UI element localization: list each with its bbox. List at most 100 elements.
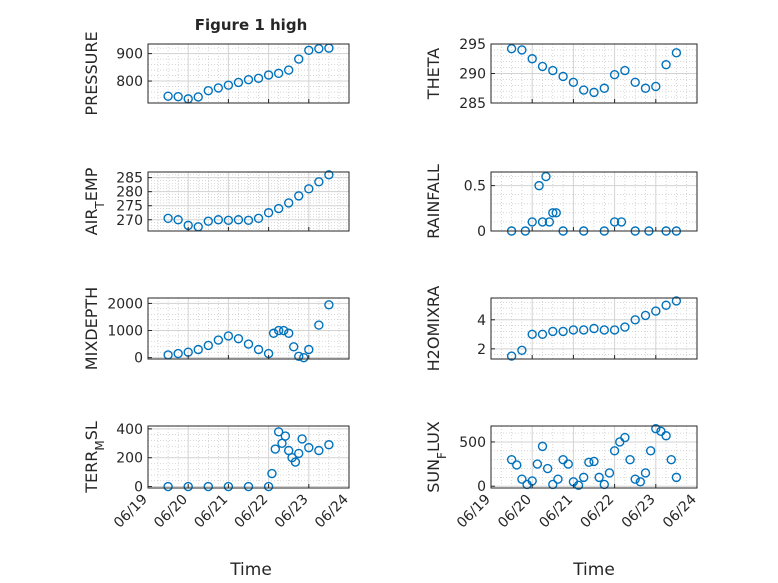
- data-point: [594, 472, 604, 483]
- data-point: [243, 215, 254, 226]
- data-point: [609, 217, 620, 227]
- data-point: [599, 83, 609, 93]
- data-point: [532, 459, 543, 469]
- series-markers: [506, 296, 682, 361]
- data-point: [568, 77, 579, 88]
- data-point: [563, 459, 573, 469]
- data-point: [551, 208, 561, 218]
- data-point: [263, 70, 274, 80]
- y-tick-label: 2: [477, 342, 486, 358]
- y-tick-label: 0: [134, 480, 143, 496]
- data-point: [324, 440, 334, 450]
- data-point: [548, 65, 558, 76]
- data-point: [270, 444, 280, 454]
- y-tick-label: 0: [477, 224, 486, 240]
- axes-frame: [490, 171, 698, 232]
- data-point: [193, 92, 203, 102]
- data-point: [553, 474, 563, 484]
- series-markers: [506, 423, 682, 491]
- data-point: [203, 481, 214, 492]
- series-markers: [506, 44, 682, 98]
- data-point: [273, 427, 284, 437]
- y-tick-label: 400: [116, 422, 143, 438]
- data-point: [671, 472, 682, 483]
- subplot-5: 0 1000 2000 MIXDEPTH: [82, 287, 350, 370]
- data-point: [304, 442, 314, 453]
- data-point: [273, 325, 284, 336]
- data-point: [544, 217, 555, 227]
- data-point: [294, 191, 304, 201]
- data-point: [294, 54, 304, 64]
- data-point: [645, 446, 656, 456]
- data-point: [661, 431, 671, 441]
- data-point: [517, 474, 527, 484]
- x-axis-label-right: Time: [572, 560, 615, 580]
- y-tick-label: 0.5: [464, 179, 486, 195]
- data-point: [294, 448, 304, 459]
- data-point: [243, 339, 254, 349]
- data-point: [537, 329, 548, 340]
- data-point: [517, 45, 527, 55]
- data-point: [512, 460, 522, 470]
- data-point: [203, 85, 214, 96]
- data-point: [314, 43, 324, 54]
- data-point: [173, 348, 183, 359]
- data-point: [651, 306, 661, 316]
- data-point: [506, 454, 517, 465]
- y-axis-label: PRESSURE: [82, 31, 101, 115]
- data-point: [620, 322, 630, 332]
- data-point: [620, 65, 630, 76]
- data-point: [163, 91, 173, 101]
- data-point: [630, 474, 640, 484]
- y-tick-label: 900: [116, 47, 143, 63]
- y-tick-label: 800: [116, 74, 143, 90]
- data-point: [183, 481, 193, 492]
- data-point: [213, 83, 224, 93]
- data-point: [203, 340, 214, 351]
- data-point: [640, 468, 651, 478]
- data-point: [213, 215, 224, 225]
- data-point: [233, 77, 244, 88]
- data-point: [534, 180, 544, 191]
- y-axis-label: AIRTEMP: [82, 167, 107, 235]
- data-point: [579, 325, 589, 335]
- data-point: [640, 310, 651, 321]
- data-point: [273, 68, 284, 79]
- plot-area: [148, 172, 349, 231]
- data-point: [163, 481, 173, 492]
- y-tick-label: 4: [477, 313, 486, 329]
- subplot-1: 800 900 PRESSURE: [82, 31, 350, 116]
- data-point: [304, 45, 314, 56]
- x-axis-label-left: Time: [229, 560, 272, 580]
- y-tick-label: 2000: [107, 296, 143, 312]
- data-point: [304, 344, 314, 355]
- data-point: [616, 217, 627, 227]
- data-point: [604, 468, 615, 478]
- data-point: [635, 477, 646, 487]
- data-point: [278, 325, 289, 336]
- data-point: [579, 85, 589, 95]
- data-point: [527, 217, 537, 227]
- axes-frame: [147, 297, 350, 360]
- series-markers: [163, 427, 334, 492]
- data-point: [280, 431, 291, 441]
- data-point: [651, 423, 661, 434]
- y-tick-label: 0: [477, 479, 486, 495]
- data-point: [290, 457, 301, 467]
- data-point: [173, 91, 183, 102]
- data-point: [243, 481, 254, 492]
- data-point: [314, 445, 324, 456]
- data-point: [651, 81, 661, 92]
- data-point: [640, 83, 651, 93]
- subplot-4: 0 0.5 RAINFALL: [424, 164, 698, 240]
- y-tick-label: 500: [459, 435, 486, 451]
- data-point: [609, 69, 620, 80]
- y-axis-label: SUNFLUX: [424, 421, 449, 493]
- data-point: [289, 342, 299, 352]
- data-point: [324, 170, 334, 180]
- data-point: [253, 73, 264, 84]
- y-tick-label: 200: [116, 451, 143, 467]
- data-point: [324, 300, 334, 310]
